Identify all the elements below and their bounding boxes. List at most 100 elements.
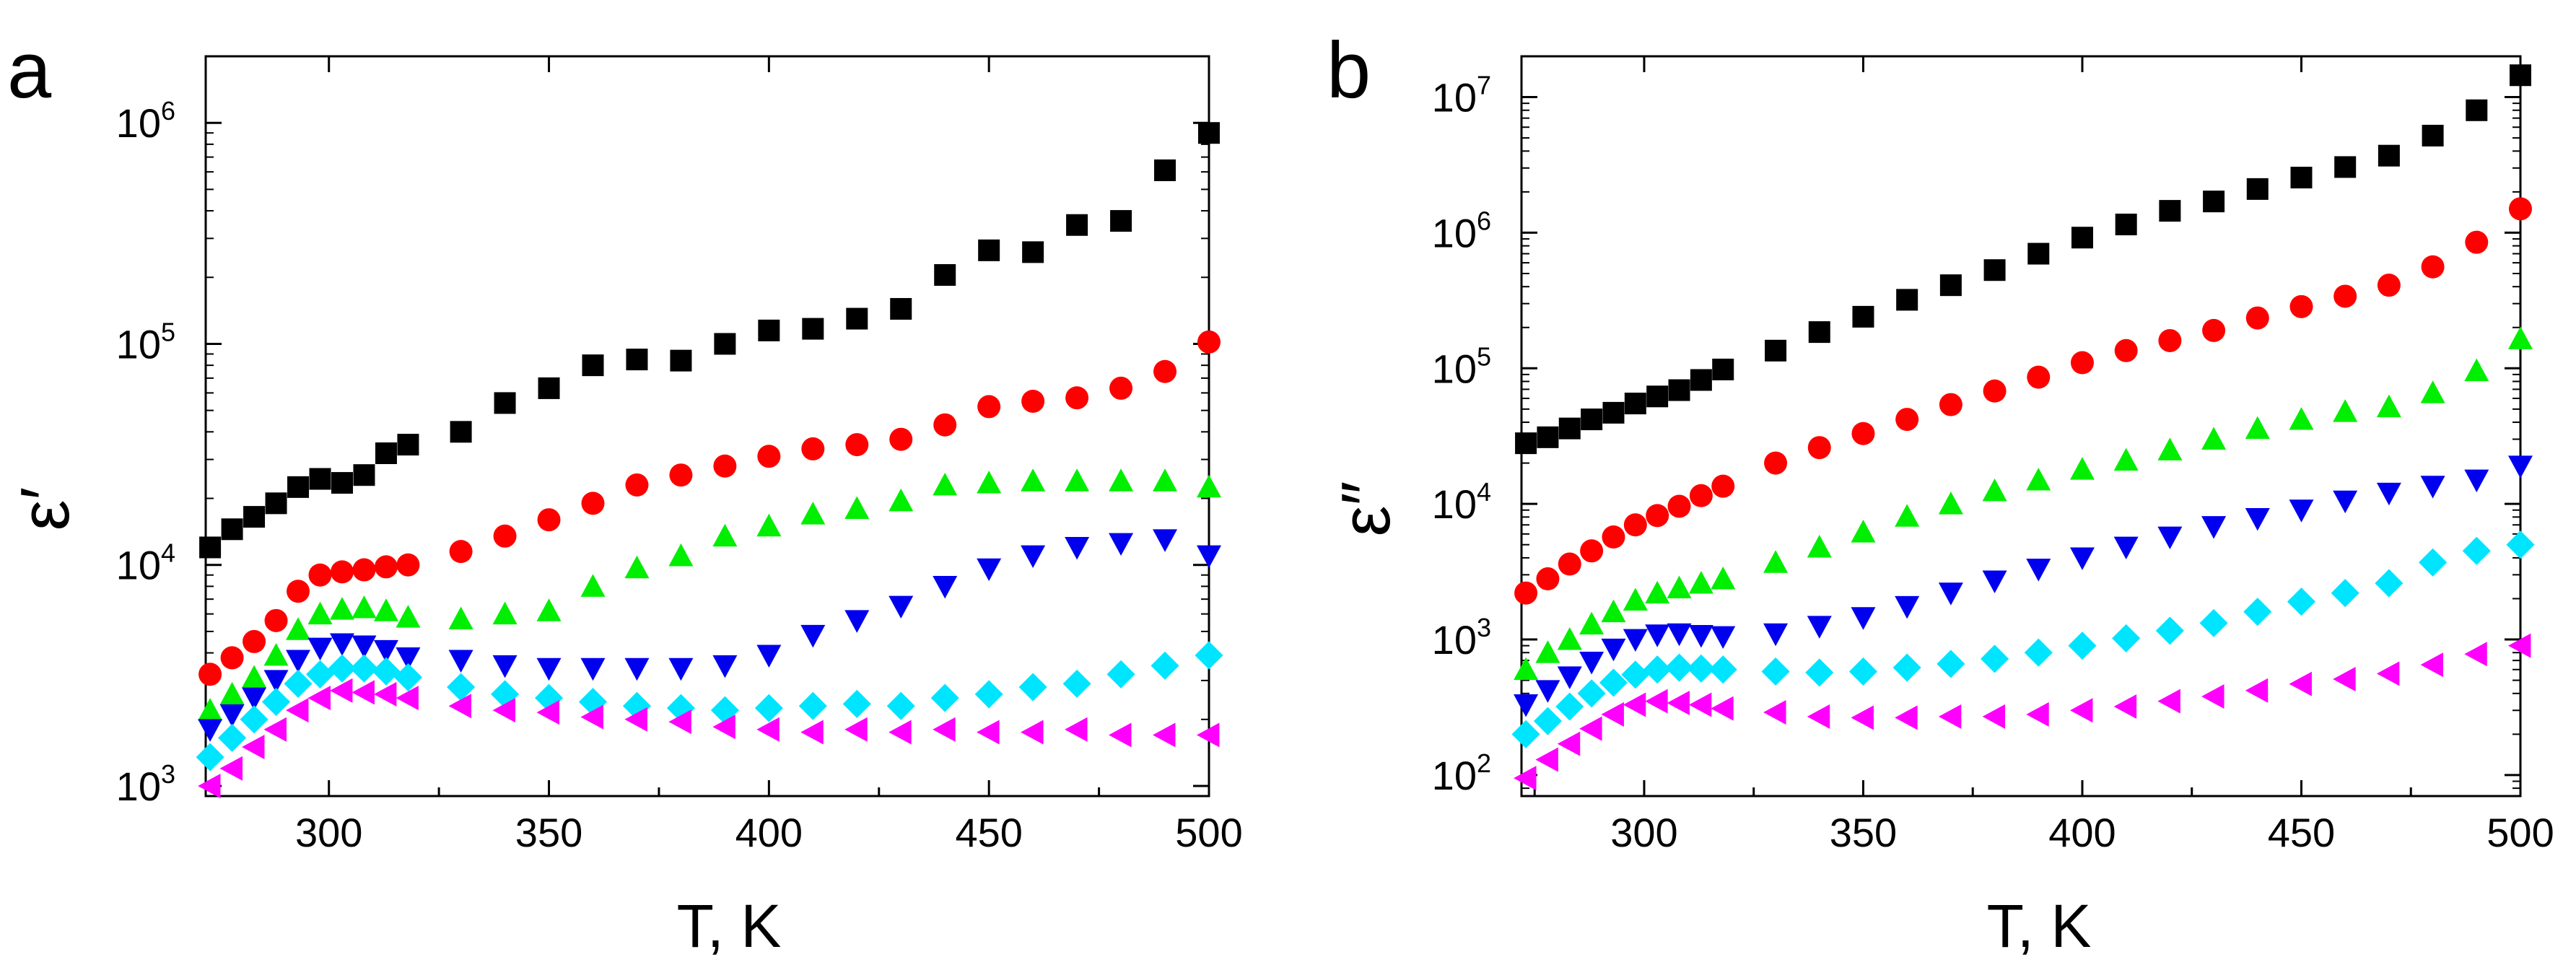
- data-point: [669, 463, 693, 487]
- data-point: [1895, 408, 1919, 432]
- data-point: [1601, 599, 1626, 623]
- data-point: [1667, 575, 1692, 599]
- data-point: [2420, 476, 2445, 499]
- data-point: [1579, 611, 1604, 635]
- data-point: [624, 657, 650, 681]
- data-point: [492, 655, 518, 678]
- data-point: [802, 318, 824, 340]
- data-point: [2508, 455, 2533, 479]
- data-point: [307, 601, 333, 625]
- data-point: [1558, 417, 1581, 440]
- data-point: [1982, 478, 2007, 502]
- data-point: [800, 720, 824, 745]
- data-point: [2506, 530, 2535, 559]
- data-point: [491, 680, 520, 709]
- data-point: [1939, 393, 1962, 416]
- data-point: [1533, 707, 1562, 735]
- data-point: [2069, 698, 2093, 723]
- data-point: [2420, 380, 2445, 403]
- data-point: [1065, 717, 1088, 742]
- data-point: [1106, 660, 1135, 689]
- series-cyan-diamonds: [1511, 530, 2535, 748]
- series-black-squares: [199, 122, 1220, 559]
- data-point: [1688, 692, 1712, 717]
- data-point: [2378, 144, 2400, 167]
- data-point: [331, 472, 353, 494]
- data-point: [448, 694, 472, 719]
- data-point: [2158, 328, 2182, 352]
- y-tick-label: 105: [116, 317, 175, 367]
- x-tick-label: 350: [1830, 810, 1897, 855]
- series-magenta-triangles: [1514, 633, 2531, 791]
- data-point: [1805, 658, 1834, 687]
- data-point: [2287, 587, 2316, 616]
- data-point: [1643, 655, 1672, 684]
- data-point: [219, 704, 245, 728]
- data-point: [1668, 379, 1690, 401]
- data-point: [1808, 321, 1830, 344]
- data-point: [713, 454, 737, 478]
- data-point: [287, 580, 310, 603]
- data-point: [890, 297, 912, 320]
- data-point: [624, 555, 650, 579]
- data-point: [1557, 731, 1581, 756]
- data-point: [1807, 616, 1832, 639]
- data-point: [1645, 580, 1670, 604]
- data-point: [199, 536, 222, 559]
- data-point: [1621, 660, 1650, 689]
- data-point: [844, 717, 868, 742]
- data-point: [668, 543, 694, 567]
- data-point: [1581, 408, 1603, 431]
- data-point: [1558, 552, 1581, 576]
- data-point: [580, 657, 606, 681]
- data-point: [1197, 474, 1221, 498]
- x-tick-label: 300: [295, 810, 362, 855]
- data-point: [352, 680, 375, 705]
- data-point: [1021, 545, 1046, 569]
- panel-label-a: a: [7, 26, 52, 115]
- data-point: [758, 319, 780, 341]
- data-point: [2333, 666, 2356, 691]
- data-point: [1761, 657, 1790, 686]
- data-point: [375, 442, 397, 465]
- data-point: [1065, 386, 1089, 410]
- series-black-squares: [1515, 64, 2531, 455]
- data-point: [757, 445, 781, 468]
- x-tick-label: 450: [955, 810, 1022, 855]
- data-point: [978, 239, 1000, 261]
- data-point: [756, 513, 782, 537]
- data-point: [1646, 385, 1669, 408]
- data-point: [1688, 571, 1713, 594]
- data-point: [330, 560, 354, 584]
- data-point: [263, 670, 289, 693]
- data-point: [1153, 722, 1176, 748]
- data-point: [2334, 156, 2357, 178]
- data-point: [305, 660, 335, 689]
- data-point: [2510, 64, 2531, 87]
- data-point: [2331, 579, 2359, 608]
- series-markers: [196, 122, 1223, 798]
- data-point: [1623, 629, 1648, 652]
- data-point: [2420, 652, 2444, 678]
- data-point: [670, 349, 692, 372]
- data-point: [1514, 581, 1538, 605]
- x-tick-label: 400: [735, 810, 803, 855]
- data-point: [2114, 338, 2138, 362]
- data-point: [712, 715, 735, 740]
- data-point: [243, 506, 266, 528]
- data-point: [1763, 700, 1786, 725]
- y-tick-label: 103: [1432, 613, 1491, 663]
- data-point: [196, 743, 224, 772]
- data-point: [1195, 641, 1223, 670]
- plot-area-b: [1511, 55, 2535, 798]
- series-markers: [1511, 64, 2535, 791]
- data-point: [218, 723, 247, 752]
- series-red-circles: [1514, 197, 2532, 605]
- data-point: [1983, 259, 2006, 281]
- data-point: [1763, 550, 1789, 573]
- data-point: [1807, 436, 1831, 460]
- data-point: [2465, 230, 2489, 254]
- x-axis-title-b: T, K: [1987, 892, 2092, 960]
- data-point: [1852, 305, 1874, 328]
- data-point: [286, 650, 311, 673]
